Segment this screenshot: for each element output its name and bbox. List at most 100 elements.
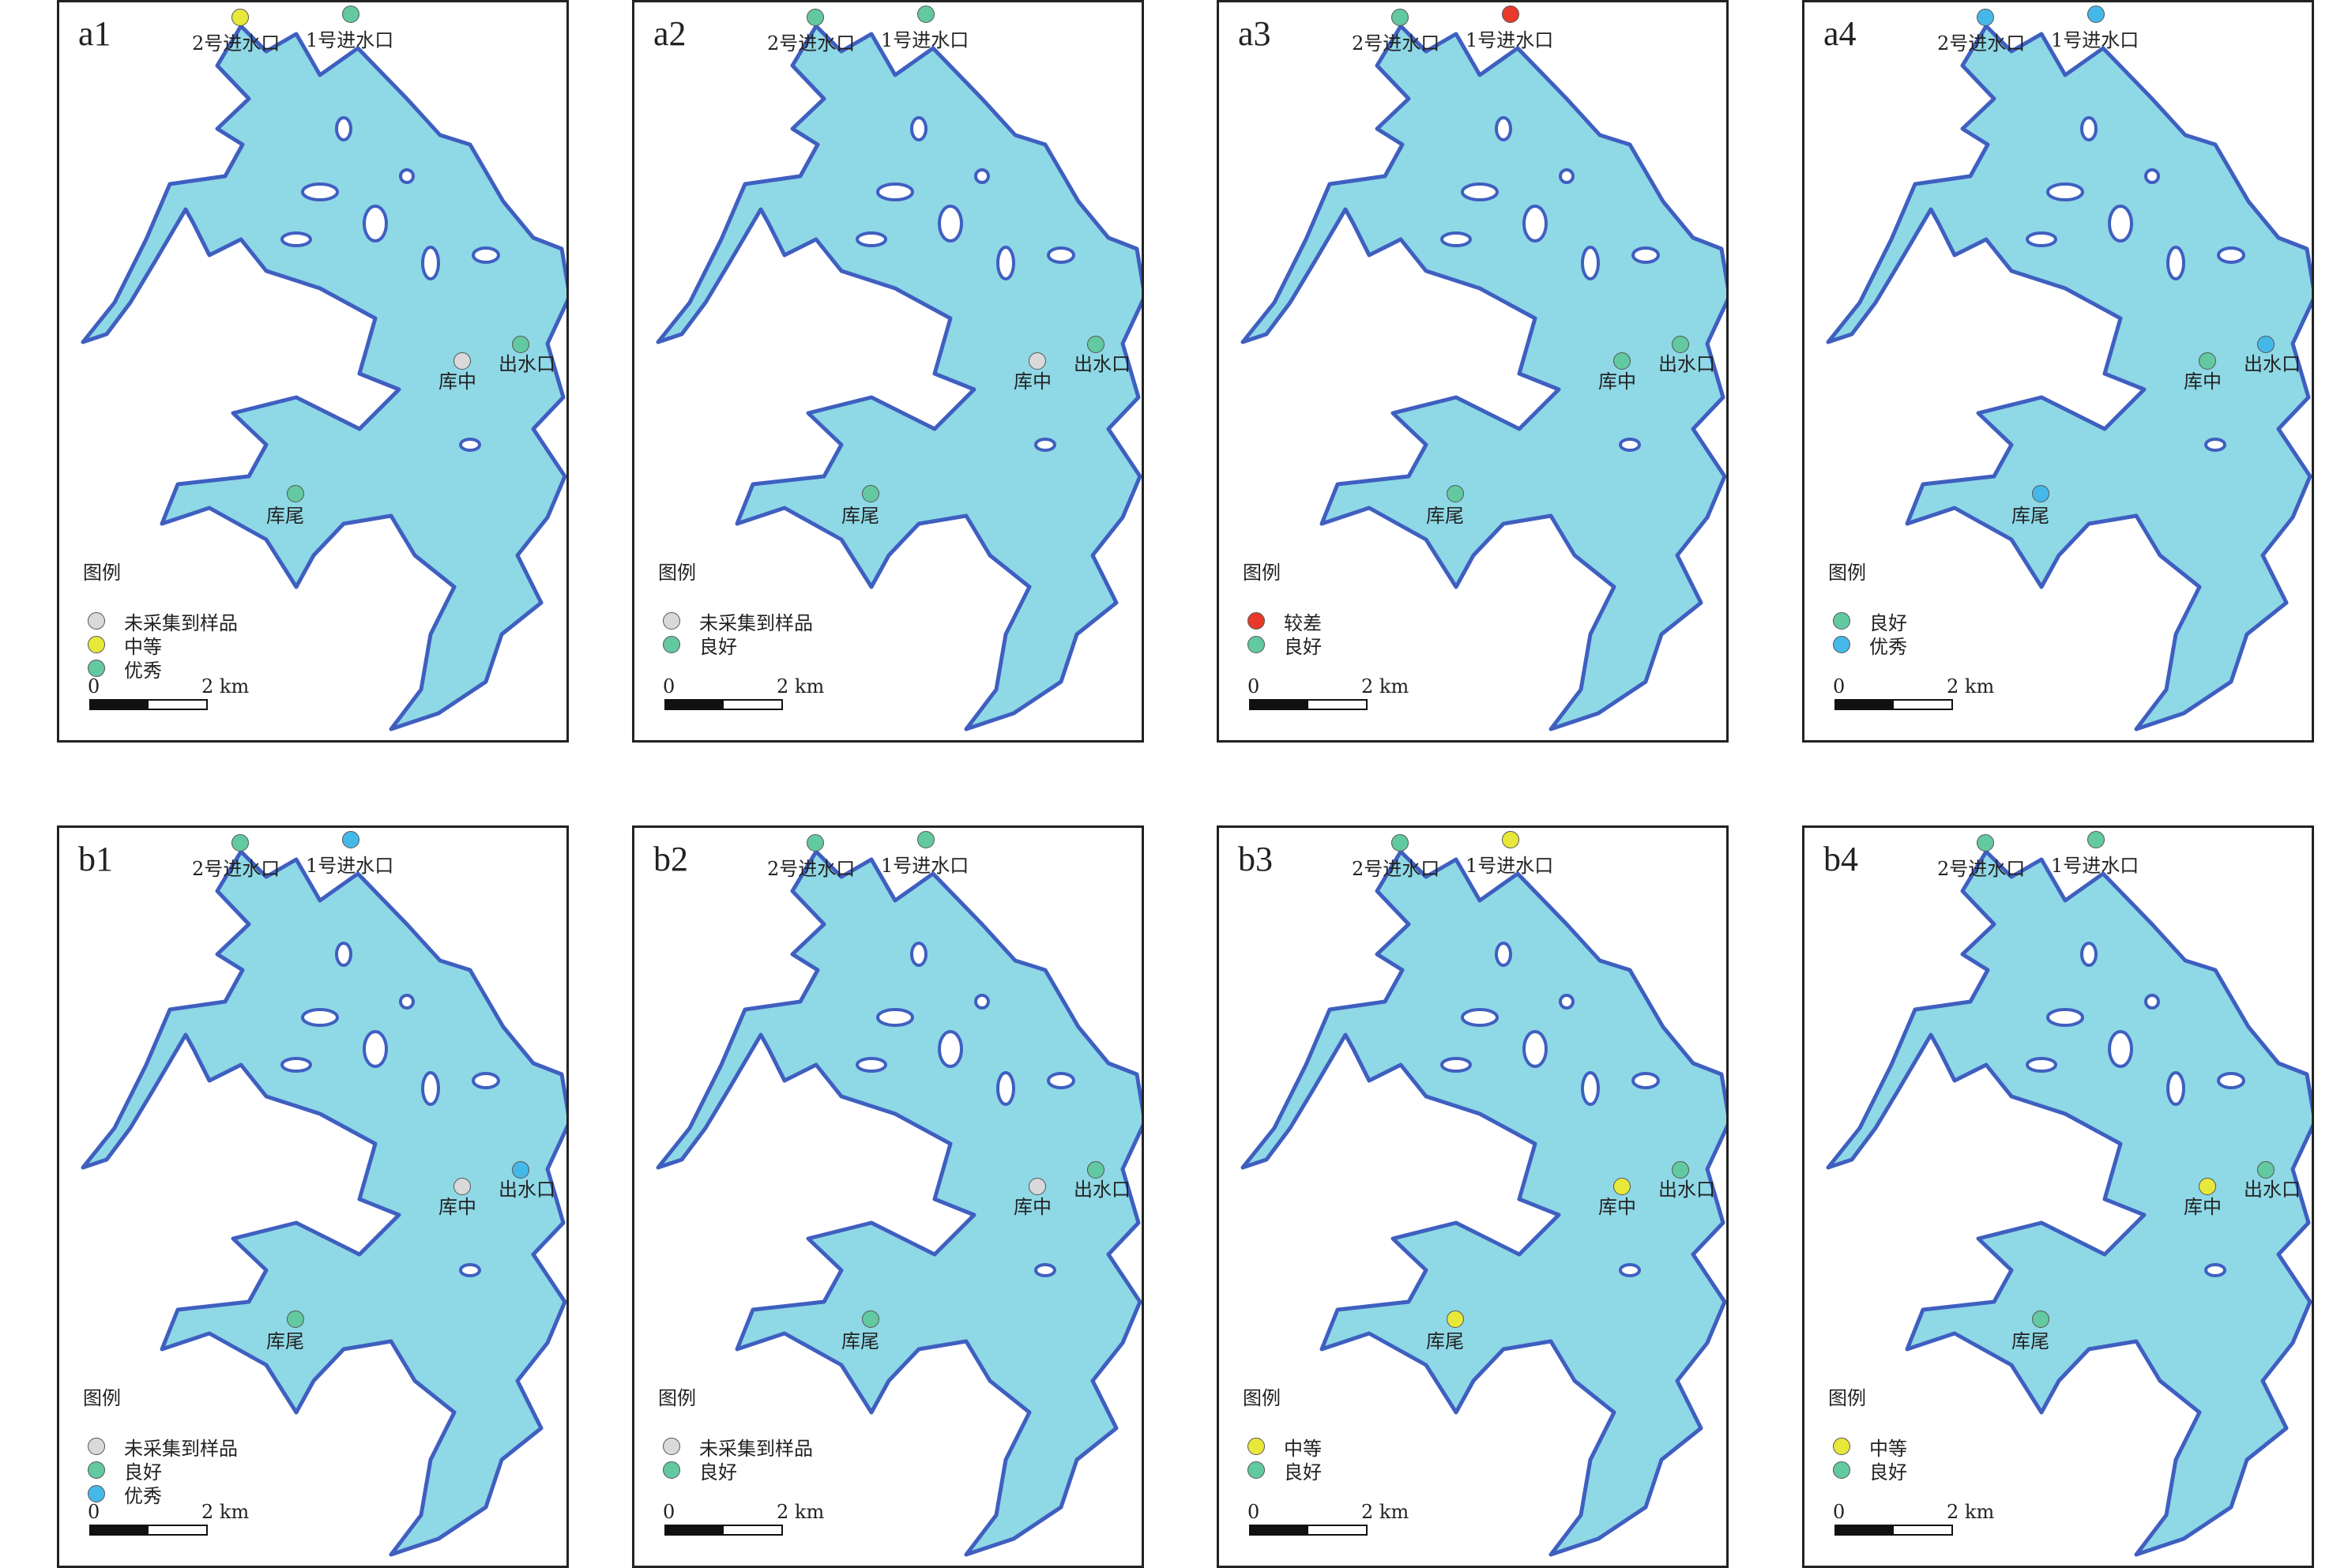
sample-point-inlet2 bbox=[1391, 834, 1409, 852]
scale-bar bbox=[664, 1525, 783, 1536]
sample-point-outlet bbox=[2257, 336, 2275, 353]
legend-dot-icon bbox=[88, 660, 105, 677]
legend-text: 中等 bbox=[1869, 1437, 1907, 1460]
legend-title: 图例 bbox=[83, 1387, 121, 1409]
legend-item: 中等 bbox=[1833, 1435, 1907, 1460]
legend-item: 未采集到样品 bbox=[88, 1435, 238, 1460]
scale-zero: 0 bbox=[1247, 675, 1260, 698]
legend-text: 优秀 bbox=[124, 1484, 162, 1507]
scale-bar bbox=[1249, 1525, 1368, 1536]
site-label-tail: 库尾 bbox=[841, 505, 879, 527]
scale-bar bbox=[89, 1525, 208, 1536]
site-label-outlet: 出水口 bbox=[1074, 353, 1131, 375]
scale-zero: 0 bbox=[663, 675, 675, 698]
sample-point-inlet1 bbox=[1502, 6, 1519, 23]
legend-dot-icon bbox=[1833, 1461, 1850, 1479]
site-label-tail: 库尾 bbox=[2011, 1330, 2049, 1352]
legend-item: 良好 bbox=[88, 1458, 238, 1483]
legend-dot-icon bbox=[663, 612, 680, 630]
site-label-outlet: 出水口 bbox=[499, 353, 555, 375]
site-label-center: 库中 bbox=[2184, 370, 2222, 393]
map-panel-b3: b3 2号进水口 1号进水口 库中 出水口 库尾 图例 中等 良好 0 2 km bbox=[1217, 825, 1729, 1568]
legend-text: 优秀 bbox=[1869, 635, 1907, 658]
legend: 良好 优秀 bbox=[1833, 609, 1907, 658]
legend-item: 未采集到样品 bbox=[663, 1435, 813, 1460]
legend-item: 良好 bbox=[1833, 609, 1907, 634]
site-label-inlet2: 2号进水口 bbox=[1937, 32, 2026, 55]
scale-distance: 2 km bbox=[1947, 675, 1995, 698]
scale-distance: 2 km bbox=[777, 1501, 825, 1523]
sample-point-outlet bbox=[1087, 1161, 1104, 1179]
sample-point-inlet1 bbox=[1502, 831, 1519, 848]
legend-dot-icon bbox=[1833, 636, 1850, 653]
legend-item: 未采集到样品 bbox=[88, 609, 238, 634]
legend-text: 优秀 bbox=[124, 659, 162, 682]
sample-point-inlet2 bbox=[231, 834, 249, 852]
site-label-inlet1: 1号进水口 bbox=[1466, 855, 1554, 877]
legend: 较差 良好 bbox=[1247, 609, 1322, 658]
scale-bar bbox=[89, 699, 208, 710]
legend-text: 良好 bbox=[699, 635, 737, 658]
panel-label: a1 bbox=[78, 14, 111, 53]
site-label-center: 库中 bbox=[1598, 1196, 1636, 1218]
scale-zero: 0 bbox=[1833, 1501, 1846, 1523]
site-label-tail: 库尾 bbox=[1426, 1330, 1464, 1352]
legend-item: 良好 bbox=[663, 633, 813, 658]
site-label-tail: 库尾 bbox=[2011, 505, 2049, 527]
site-label-center: 库中 bbox=[2184, 1196, 2222, 1218]
legend-title: 图例 bbox=[83, 562, 121, 584]
legend-text: 良好 bbox=[1284, 1461, 1322, 1483]
sample-point-outlet bbox=[512, 1161, 529, 1179]
panel-label: a2 bbox=[653, 14, 687, 53]
scale-distance: 2 km bbox=[1361, 675, 1409, 698]
legend-text: 未采集到样品 bbox=[124, 1437, 238, 1460]
legend-text: 良好 bbox=[1869, 1461, 1907, 1483]
legend-dot-icon bbox=[88, 1461, 105, 1479]
sample-point-tail bbox=[287, 1310, 304, 1328]
sample-point-outlet bbox=[2257, 1161, 2275, 1179]
sample-point-center bbox=[1029, 1178, 1046, 1195]
legend-item: 中等 bbox=[88, 633, 238, 658]
map-panel-a2: a2 2号进水口 1号进水口 库中 出水口 库尾 图例 未采集到样品 良好 0 2 km bbox=[632, 0, 1144, 743]
scale-distance: 2 km bbox=[201, 675, 250, 698]
sample-point-outlet bbox=[1672, 336, 1689, 353]
legend: 未采集到样品 良好 bbox=[663, 609, 813, 658]
site-label-inlet2: 2号进水口 bbox=[1352, 32, 1440, 55]
panel-label: a4 bbox=[1823, 14, 1857, 53]
site-label-outlet: 出水口 bbox=[499, 1179, 555, 1201]
legend-title: 图例 bbox=[658, 562, 696, 584]
sample-point-tail bbox=[2032, 485, 2049, 502]
scale-zero: 0 bbox=[88, 1501, 100, 1523]
sample-point-center bbox=[2199, 1178, 2216, 1195]
site-label-center: 库中 bbox=[1014, 370, 1052, 393]
legend-title: 图例 bbox=[1243, 562, 1281, 584]
sample-point-inlet2 bbox=[231, 9, 249, 26]
site-label-inlet2: 2号进水口 bbox=[192, 858, 280, 880]
site-label-tail: 库尾 bbox=[266, 1330, 304, 1352]
scale-bar bbox=[1249, 699, 1368, 710]
sample-point-inlet2 bbox=[807, 9, 824, 26]
legend-dot-icon bbox=[1247, 1461, 1265, 1479]
panel-label: b3 bbox=[1238, 840, 1273, 878]
map-panel-a4: a4 2号进水口 1号进水口 库中 出水口 库尾 图例 良好 优秀 0 2 km bbox=[1802, 0, 2314, 743]
site-label-tail: 库尾 bbox=[266, 505, 304, 527]
site-label-inlet1: 1号进水口 bbox=[881, 29, 969, 51]
legend-text: 良好 bbox=[1284, 635, 1322, 658]
scale-zero: 0 bbox=[1247, 1501, 1260, 1523]
site-label-inlet1: 1号进水口 bbox=[306, 855, 394, 877]
site-label-inlet2: 2号进水口 bbox=[1937, 858, 2026, 880]
sample-point-center bbox=[1613, 1178, 1631, 1195]
sample-point-outlet bbox=[1672, 1161, 1689, 1179]
panel-label: b2 bbox=[653, 840, 688, 878]
sample-point-tail bbox=[1447, 485, 1464, 502]
scale-bar bbox=[1834, 699, 1953, 710]
legend-text: 较差 bbox=[1284, 611, 1322, 634]
site-label-outlet: 出水口 bbox=[2244, 353, 2301, 375]
legend-item: 良好 bbox=[1833, 1458, 1907, 1483]
sample-point-inlet1 bbox=[342, 831, 359, 848]
legend-title: 图例 bbox=[1828, 1387, 1866, 1409]
legend-item: 优秀 bbox=[88, 1482, 238, 1507]
map-panel-a1: a1 2号进水口 1号进水口 库中 出水口 库尾 图例 未采集到样品 中等 优秀 0 2 km bbox=[57, 0, 569, 743]
legend-item: 良好 bbox=[1247, 1458, 1322, 1483]
legend-item: 中等 bbox=[1247, 1435, 1322, 1460]
